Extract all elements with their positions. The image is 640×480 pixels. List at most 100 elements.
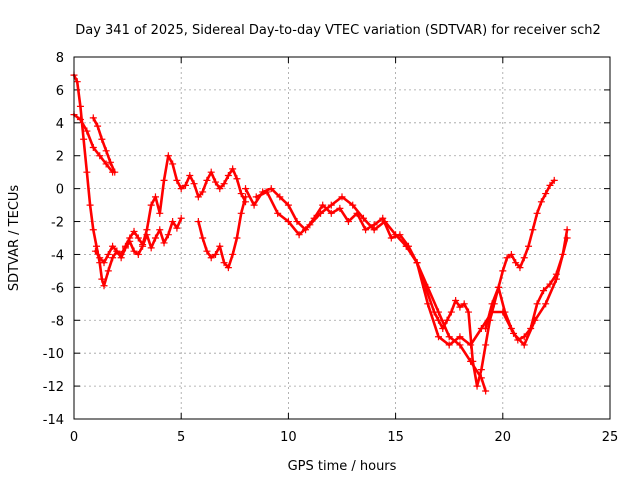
data-point	[467, 341, 475, 349]
data-point	[542, 300, 550, 308]
data-point	[233, 175, 241, 183]
data-point	[525, 242, 533, 250]
data-point	[542, 190, 550, 198]
data-point	[477, 366, 485, 374]
data-point	[229, 165, 237, 173]
data-point	[520, 333, 528, 341]
data-point	[194, 218, 202, 226]
data-point	[194, 193, 202, 201]
data-point	[100, 282, 108, 290]
data-point	[276, 193, 284, 201]
data-point	[220, 180, 228, 188]
data-point	[229, 250, 237, 258]
data-point	[540, 287, 548, 295]
data-point	[520, 341, 528, 349]
data-point	[96, 254, 104, 262]
data-point	[121, 244, 129, 252]
data-point	[370, 226, 378, 234]
data-point	[203, 176, 211, 184]
data-point	[203, 247, 211, 255]
x-tick-label: 20	[495, 430, 512, 445]
y-tick-label: -4	[51, 248, 64, 263]
data-point	[160, 239, 168, 247]
data-point	[151, 193, 159, 201]
y-tick-label: 8	[56, 51, 64, 66]
data-point	[293, 218, 301, 226]
y-tick-label: -6	[51, 281, 64, 296]
data-point	[434, 333, 442, 341]
data-point	[212, 178, 220, 186]
data-point	[98, 135, 106, 143]
data-point	[89, 114, 97, 122]
data-point	[327, 209, 335, 217]
axis-ticks: 0 5 10 15 20 25 -14 -12 -10 -8 -6 -4 -2 0 2 4 6 8	[43, 51, 619, 445]
chart-title: Day 341 of 2025, Sidereal Day-to-day VTE…	[75, 23, 601, 38]
data-point	[387, 234, 395, 242]
series-sat-track-e	[194, 193, 250, 272]
data-point	[317, 209, 325, 217]
data-point	[488, 300, 496, 308]
data-point	[224, 264, 232, 272]
data-point	[467, 357, 475, 365]
data-point	[89, 144, 97, 151]
data-point	[156, 226, 164, 234]
data-point	[233, 234, 241, 242]
data-point	[402, 242, 410, 250]
data-point	[156, 209, 164, 217]
data-point	[362, 226, 370, 234]
data-point	[151, 234, 159, 242]
series-sat-track-d	[91, 214, 185, 267]
data-point	[177, 214, 185, 222]
data-point	[96, 152, 104, 160]
data-point	[274, 209, 282, 217]
data-point	[563, 226, 571, 234]
data-point	[338, 193, 346, 201]
data-point	[424, 300, 432, 308]
data-point	[464, 308, 472, 316]
x-tick-label: 5	[177, 430, 185, 445]
data-point	[413, 259, 421, 267]
data-point	[392, 231, 400, 239]
data-point	[109, 242, 117, 250]
data-point	[199, 188, 207, 196]
data-point	[207, 254, 215, 262]
data-point	[73, 78, 81, 86]
x-tick-label: 15	[387, 430, 404, 445]
data-point	[507, 325, 515, 332]
data-point	[537, 198, 545, 206]
data-point	[181, 181, 189, 189]
y-tick-label: -12	[43, 380, 64, 395]
data-point	[130, 247, 138, 255]
data-point	[169, 218, 177, 226]
data-point	[501, 308, 509, 316]
y-tick-label: 6	[56, 84, 64, 99]
series-sat-track-g	[252, 188, 490, 395]
data-point	[220, 259, 228, 267]
data-point	[533, 300, 541, 308]
y-tick-label: -8	[51, 314, 64, 329]
data-point	[100, 259, 108, 267]
data-point	[94, 122, 102, 130]
data-point	[267, 185, 275, 193]
data-point	[424, 283, 432, 291]
data-point	[169, 160, 177, 168]
y-tick-label: -14	[43, 413, 64, 428]
data-point	[529, 226, 537, 234]
data-point	[80, 135, 88, 143]
data-point	[499, 267, 507, 275]
data-point	[473, 382, 481, 390]
data-point	[109, 254, 117, 262]
data-point	[177, 185, 185, 193]
data-point	[216, 185, 224, 193]
data-point	[134, 250, 142, 258]
data-point	[242, 185, 250, 193]
series-sat-track-i	[482, 226, 571, 344]
data-point	[104, 250, 112, 258]
data-point	[139, 242, 147, 250]
data-point	[284, 218, 292, 226]
data-point	[344, 218, 352, 226]
data-point	[443, 316, 451, 324]
data-point	[147, 201, 155, 209]
y-tick-label: -2	[51, 216, 64, 231]
y-axis-label: SDTVAR / TECUs	[7, 185, 22, 292]
